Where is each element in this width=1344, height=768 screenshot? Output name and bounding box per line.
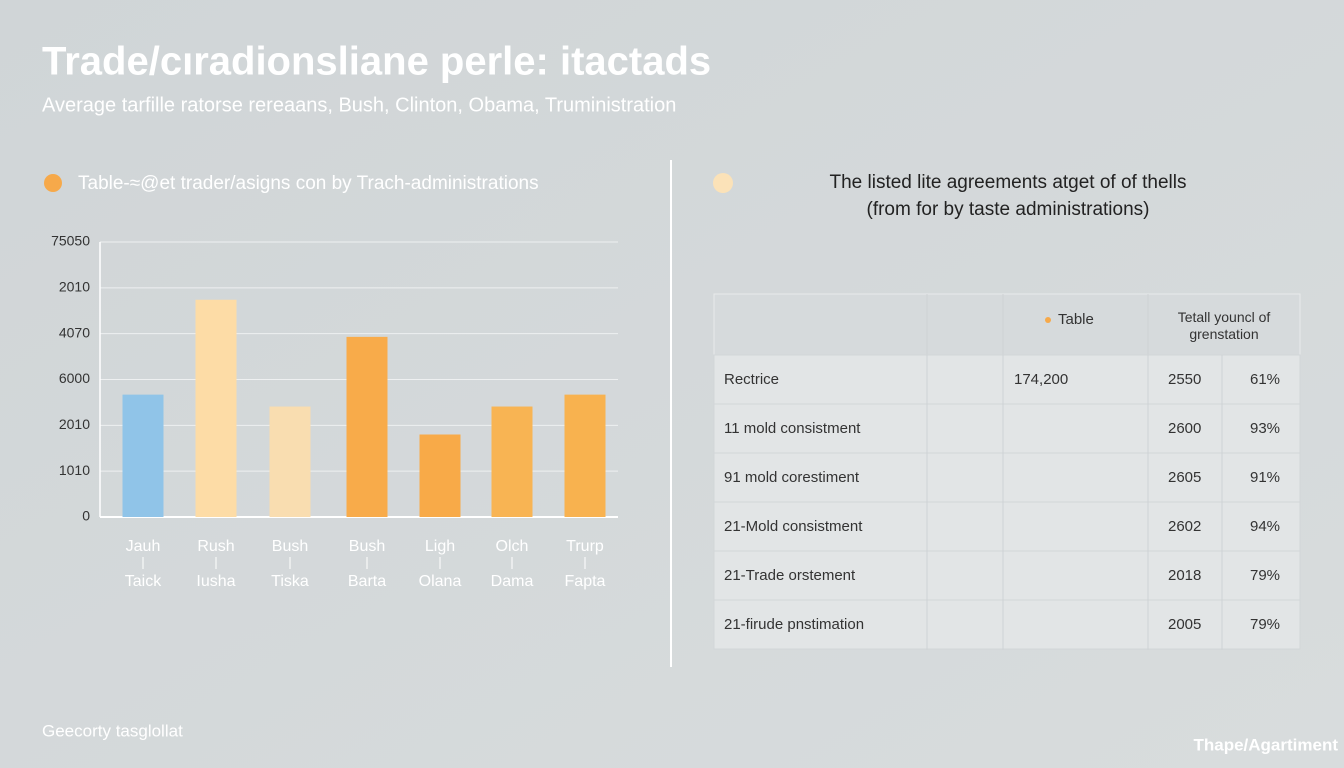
x-tick-sublabel: Dama [491,573,534,590]
table-cell: 2018 [1168,567,1201,584]
table-cell: 2005 [1168,616,1201,633]
table-title: The listed lite agreements atget of of t… [830,172,1187,193]
bar [564,394,606,517]
bar [122,394,164,517]
legend-text: Table-≈@et trader/asigns con by Trach-ad… [78,173,539,194]
table-cell: 94% [1250,518,1280,535]
x-tick-sublabel: Fapta [565,573,606,590]
x-tick-sublabel: Iusha [196,573,235,590]
y-tick-label: 0 [82,508,90,524]
table-header-bg [713,293,1301,356]
table-row-bg [713,452,1301,503]
table-cell: 91 mold corestiment [724,469,860,486]
table-cell: 79% [1250,616,1280,633]
table-row-bg [713,501,1301,552]
table-cell: 61% [1250,371,1280,388]
table-cell: 21-Trade orstement [724,567,856,584]
bar [269,406,311,517]
bar [419,434,461,517]
x-tick-label: Bush [272,538,308,555]
bar [491,406,533,517]
x-tick-sublabel: Tiska [271,573,309,590]
table-title: (from for by taste administrations) [867,199,1150,220]
table-cell: Rectrice [724,371,779,388]
table-cell: 79% [1250,567,1280,584]
x-tick-sublabel: Taick [125,573,162,590]
bar [195,299,237,517]
x-tick-sublabel: Barta [348,573,386,590]
x-tick-label: Trurp [566,538,604,555]
footer-right: Thape/Agartiment [1193,735,1338,754]
table-cell: 174,200 [1014,371,1068,388]
y-tick-label: 4070 [59,324,90,340]
y-tick-label: 6000 [59,370,90,386]
x-tick-label: Ligh [425,538,455,555]
x-tick-sublabel: Olana [419,573,462,590]
bar [346,336,388,517]
footer-left: Geecorty tasglollat [42,721,183,740]
table-cell: 93% [1250,420,1280,437]
table-row-bg [713,599,1301,650]
y-tick-label: 75050 [51,233,90,249]
table-cell: 21-Mold consistment [724,518,863,535]
table-row-bg [713,550,1301,601]
legend-dot [44,174,62,192]
table-row-bg [713,354,1301,405]
x-tick-label: Olch [496,538,529,555]
title: Trade/cıradionsliane perle: itactads [42,40,711,84]
table-header: Table [1058,311,1094,328]
table-cell: 2605 [1168,469,1201,486]
x-tick-label: Rush [197,538,234,555]
x-tick-label: Jauh [126,538,161,555]
y-tick-label: 1010 [59,462,90,478]
y-tick-label: 2010 [59,279,90,295]
table-cell: 21-firude pnstimation [724,616,864,633]
table-cell: 2602 [1168,518,1201,535]
table-header: Tetall youncl of grenstation [1178,309,1271,342]
legend-dot [713,173,733,193]
subtitle: Average tarfille ratorse rereaans, Bush,… [42,94,676,116]
table-cell: 11 mold consistment [724,420,861,437]
table-cell: 2600 [1168,420,1201,437]
y-tick-label: 2010 [59,416,90,432]
table-cell: 91% [1250,469,1280,486]
table-cell: 2550 [1168,371,1201,388]
table-row-bg [713,403,1301,454]
table-dot [1045,317,1051,323]
x-tick-label: Bush [349,538,385,555]
